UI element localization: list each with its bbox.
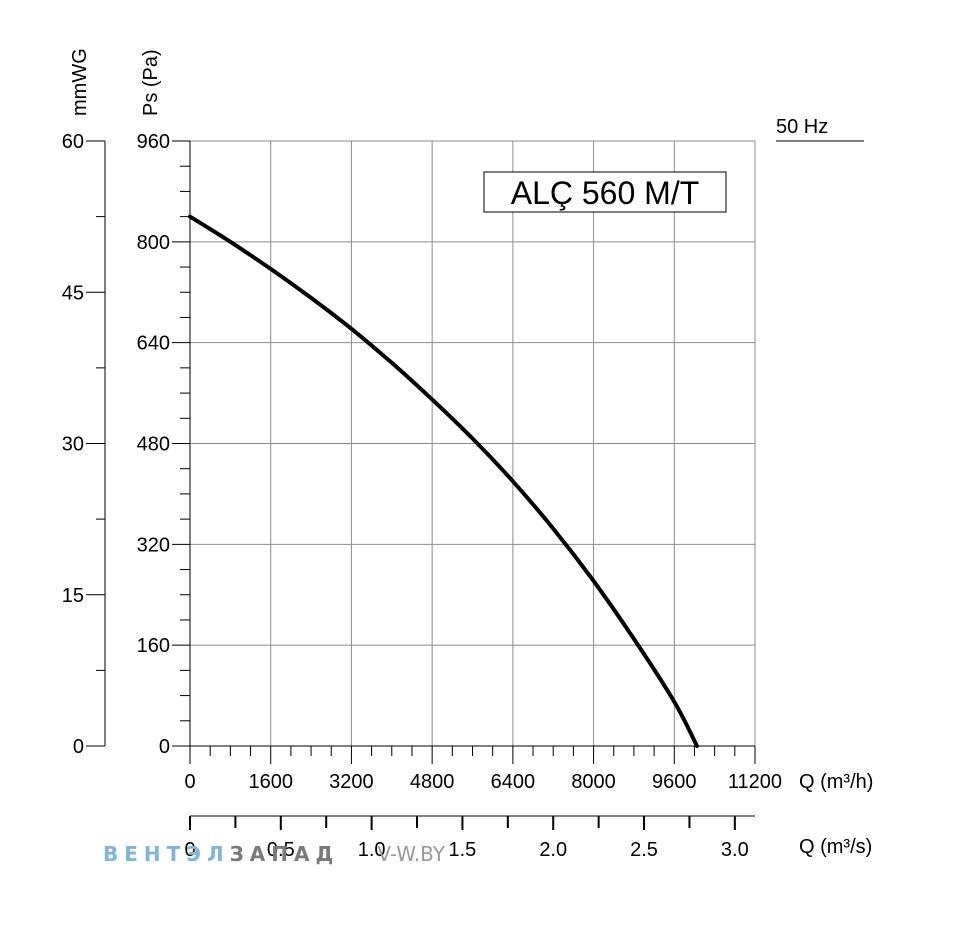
watermark-part1: ВЕНТ — [103, 842, 186, 866]
y2-tick-label: 15 — [62, 585, 84, 607]
x2-tick-label: 0.5 — [267, 839, 295, 861]
x2-tick-label: 0 — [184, 839, 195, 861]
x-tick-label: 9600 — [652, 771, 697, 793]
x2-tick-label: 1.5 — [449, 839, 477, 861]
y2-axis-label: mmWG — [69, 48, 91, 116]
x-tick-label: 3200 — [329, 771, 374, 793]
y-tick-label: 0 — [159, 736, 170, 758]
title-box — [483, 171, 727, 213]
y-axis-label: Ps (Pa) — [140, 49, 162, 116]
chart-title: ALÇ 560 M/T — [511, 175, 700, 211]
fan-curve-line — [188, 214, 699, 748]
x-tick-label: 1600 — [248, 771, 293, 793]
x2-tick-label: 2.0 — [539, 839, 567, 861]
x-axis-label: Q (m³/h) — [799, 771, 873, 793]
watermark: ВЕНТЭЛЗАПАД V-W.BY — [103, 842, 446, 866]
x-tick-label: 0 — [184, 771, 195, 793]
watermark-site: V-W.BY — [377, 842, 445, 866]
y2-tick-label: 45 — [62, 282, 84, 304]
y-tick-label: 960 — [137, 131, 170, 153]
y-tick-label: 320 — [137, 534, 170, 556]
x-tick-label: 4800 — [410, 771, 455, 793]
y2-tick-label: 60 — [62, 131, 84, 153]
grid-lines — [190, 141, 755, 746]
x2-tick-label: 1.0 — [358, 839, 386, 861]
y-tick-label: 800 — [137, 232, 170, 254]
watermark-part2: ЭЛ — [186, 842, 229, 866]
y-tick-label: 480 — [137, 434, 170, 456]
y-tick-label: 640 — [137, 333, 170, 355]
x-tick-label: 11200 — [728, 771, 782, 793]
watermark-part3: ЗАПАД — [230, 842, 340, 866]
x-tick-label: 8000 — [571, 771, 616, 793]
x2-axis-label: Q (m³/s) — [799, 836, 872, 858]
x2-tick-label: 3.0 — [721, 839, 749, 861]
frequency-label: 50 Hz — [776, 116, 828, 138]
y2-tick-label: 30 — [62, 434, 84, 456]
curve-layer — [188, 214, 699, 748]
x-tick-label: 6400 — [491, 771, 536, 793]
y-tick-label: 160 — [137, 635, 170, 657]
x2-tick-label: 2.5 — [630, 839, 658, 861]
y2-tick-label: 0 — [73, 736, 84, 758]
